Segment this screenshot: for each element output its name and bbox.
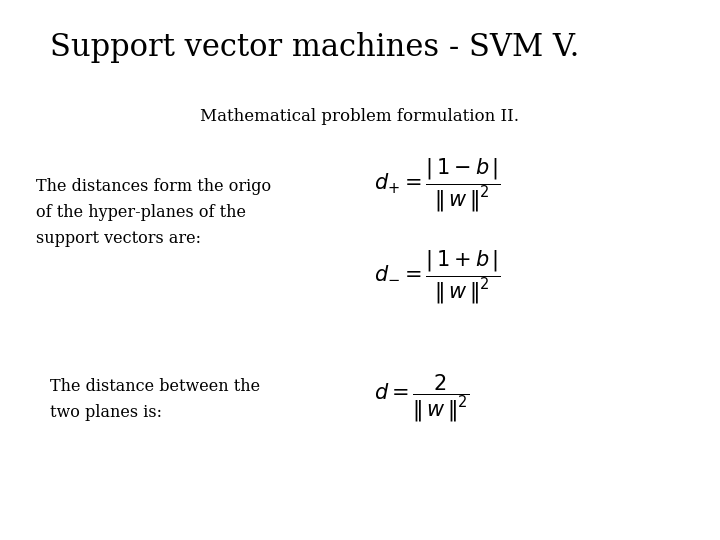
- Text: $d = \dfrac{2}{\|\, w \,\|^{2}}$: $d = \dfrac{2}{\|\, w \,\|^{2}}$: [374, 373, 470, 424]
- Text: Support vector machines - SVM V.: Support vector machines - SVM V.: [50, 32, 580, 63]
- Text: $d_{-} = \dfrac{|\,1 + b\,|}{\|\, w \,\|^{2}}$: $d_{-} = \dfrac{|\,1 + b\,|}{\|\, w \,\|…: [374, 248, 501, 306]
- Text: Mathematical problem formulation II.: Mathematical problem formulation II.: [200, 108, 520, 125]
- Text: The distances form the origo
of the hyper-planes of the
support vectors are:: The distances form the origo of the hype…: [36, 178, 271, 247]
- Text: The distance between the
two planes is:: The distance between the two planes is:: [50, 378, 261, 421]
- Text: $d_{+} = \dfrac{|\,1 - b\,|}{\|\, w \,\|^{2}}$: $d_{+} = \dfrac{|\,1 - b\,|}{\|\, w \,\|…: [374, 157, 501, 214]
